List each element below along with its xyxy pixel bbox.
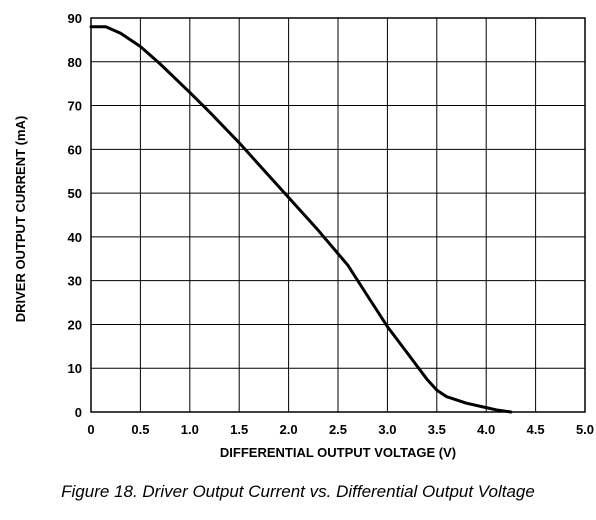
y-tick-label: 30 — [68, 274, 82, 289]
plot-frame — [90, 17, 586, 413]
x-tick-label: 0 — [87, 422, 94, 437]
y-tick-label: 20 — [68, 317, 82, 332]
grid — [91, 18, 585, 412]
x-tick-label: 2.5 — [329, 422, 347, 437]
x-tick-label: 5.0 — [576, 422, 594, 437]
x-axis-label: DIFFERENTIAL OUTPUT VOLTAGE (V) — [220, 445, 456, 460]
x-tick-labels: 0 0.5 1.0 1.5 2.0 2.5 3.0 3.5 4.0 4.5 5.0 — [87, 422, 594, 437]
y-tick-label: 40 — [68, 230, 82, 245]
x-tick-label: 1.5 — [230, 422, 248, 437]
x-tick-label: 0.5 — [131, 422, 149, 437]
series-layer — [89, 25, 513, 414]
figure-caption: Figure 18. Driver Output Current vs. Dif… — [61, 482, 535, 501]
y-tick-labels: 0 10 20 30 40 50 60 70 80 90 — [68, 11, 82, 420]
x-tick-label: 3.0 — [378, 422, 396, 437]
chart: 0 0.5 1.0 1.5 2.0 2.5 3.0 3.5 4.0 4.5 5.0 0 10 20 30 4… — [13, 11, 594, 460]
x-tick-label: 1.0 — [181, 422, 199, 437]
x-tick-label: 4.5 — [527, 422, 545, 437]
y-tick-label: 50 — [68, 186, 82, 201]
y-tick-label: 80 — [68, 55, 82, 70]
y-tick-label: 90 — [68, 11, 82, 26]
x-tick-label: 2.0 — [280, 422, 298, 437]
y-tick-label: 10 — [68, 361, 82, 376]
x-tick-label: 4.0 — [477, 422, 495, 437]
x-tick-label: 3.5 — [428, 422, 446, 437]
y-tick-label: 60 — [68, 142, 82, 157]
series-line — [89, 25, 513, 414]
y-tick-label: 0 — [75, 405, 82, 420]
y-tick-label: 70 — [68, 99, 82, 114]
y-axis-label: DRIVER OUTPUT CURRENT (mA) — [13, 116, 28, 323]
